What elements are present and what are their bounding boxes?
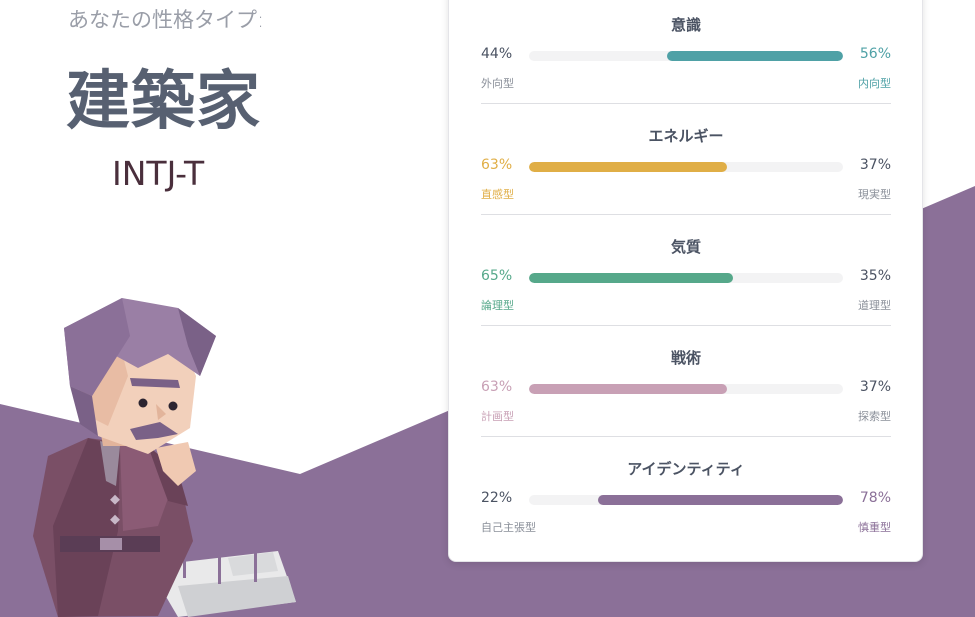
trait-results-card: 意識 44% 56% 外向型 内向型エネルギー 63% 37% 直感型 現実型気質 65% 35% 論… bbox=[448, 0, 923, 562]
trait-title: 戦術 bbox=[670, 349, 701, 367]
trait-left-label: 自己主張型 bbox=[481, 521, 536, 534]
trait-row: アイデンティティ 22% 78% 自己主張型 慎重型 bbox=[481, 437, 891, 548]
trait-right-label: 内向型 bbox=[858, 77, 891, 90]
trait-progress-bar bbox=[529, 384, 843, 394]
trait-progress-fill bbox=[529, 384, 727, 394]
trait-row: 意識 44% 56% 外向型 内向型 bbox=[481, 0, 891, 104]
trait-left-percent: 44% bbox=[481, 46, 513, 62]
trait-title: 気質 bbox=[670, 238, 701, 256]
trait-title: エネルギー bbox=[648, 127, 724, 145]
trait-progress-bar bbox=[529, 51, 843, 61]
trait-left-percent: 63% bbox=[481, 157, 513, 173]
trait-left-label: 論理型 bbox=[481, 299, 514, 312]
architect-character-illustration bbox=[33, 298, 296, 617]
trait-title: 意識 bbox=[670, 16, 701, 34]
trait-right-percent: 56% bbox=[859, 46, 891, 62]
trait-progress-bar bbox=[529, 162, 843, 172]
trait-row: エネルギー 63% 37% 直感型 現実型 bbox=[481, 104, 891, 215]
trait-progress-fill bbox=[667, 51, 843, 61]
trait-left-label: 外向型 bbox=[481, 77, 514, 90]
personality-type-code: INTJ-T bbox=[112, 154, 205, 193]
trait-row: 戦術 63% 37% 計画型 探索型 bbox=[481, 326, 891, 437]
trait-right-percent: 35% bbox=[859, 268, 891, 284]
trait-left-percent: 22% bbox=[481, 490, 513, 506]
trait-progress-bar bbox=[529, 495, 843, 505]
trait-right-label: 慎重型 bbox=[858, 521, 891, 534]
trait-left-percent: 65% bbox=[481, 268, 513, 284]
trait-right-label: 道理型 bbox=[858, 299, 891, 312]
trait-right-label: 現実型 bbox=[858, 188, 891, 201]
trait-right-percent: 37% bbox=[859, 157, 891, 173]
personality-type-name: 建築家 bbox=[66, 65, 261, 139]
trait-right-percent: 78% bbox=[859, 490, 891, 506]
trait-progress-fill bbox=[529, 273, 733, 283]
trait-progress-fill bbox=[598, 495, 843, 505]
trait-left-label: 計画型 bbox=[481, 410, 514, 423]
trait-left-label: 直感型 bbox=[481, 188, 514, 201]
trait-row: 気質 65% 35% 論理型 道理型 bbox=[481, 215, 891, 326]
trait-right-label: 探索型 bbox=[858, 410, 891, 423]
trait-right-percent: 37% bbox=[859, 379, 891, 395]
trait-progress-fill bbox=[529, 162, 727, 172]
trait-title: アイデンティティ bbox=[627, 460, 745, 478]
personality-type-subtitle: あなたの性格タイプ: bbox=[68, 8, 265, 32]
trait-progress-bar bbox=[529, 273, 843, 283]
trait-left-percent: 63% bbox=[481, 379, 513, 395]
